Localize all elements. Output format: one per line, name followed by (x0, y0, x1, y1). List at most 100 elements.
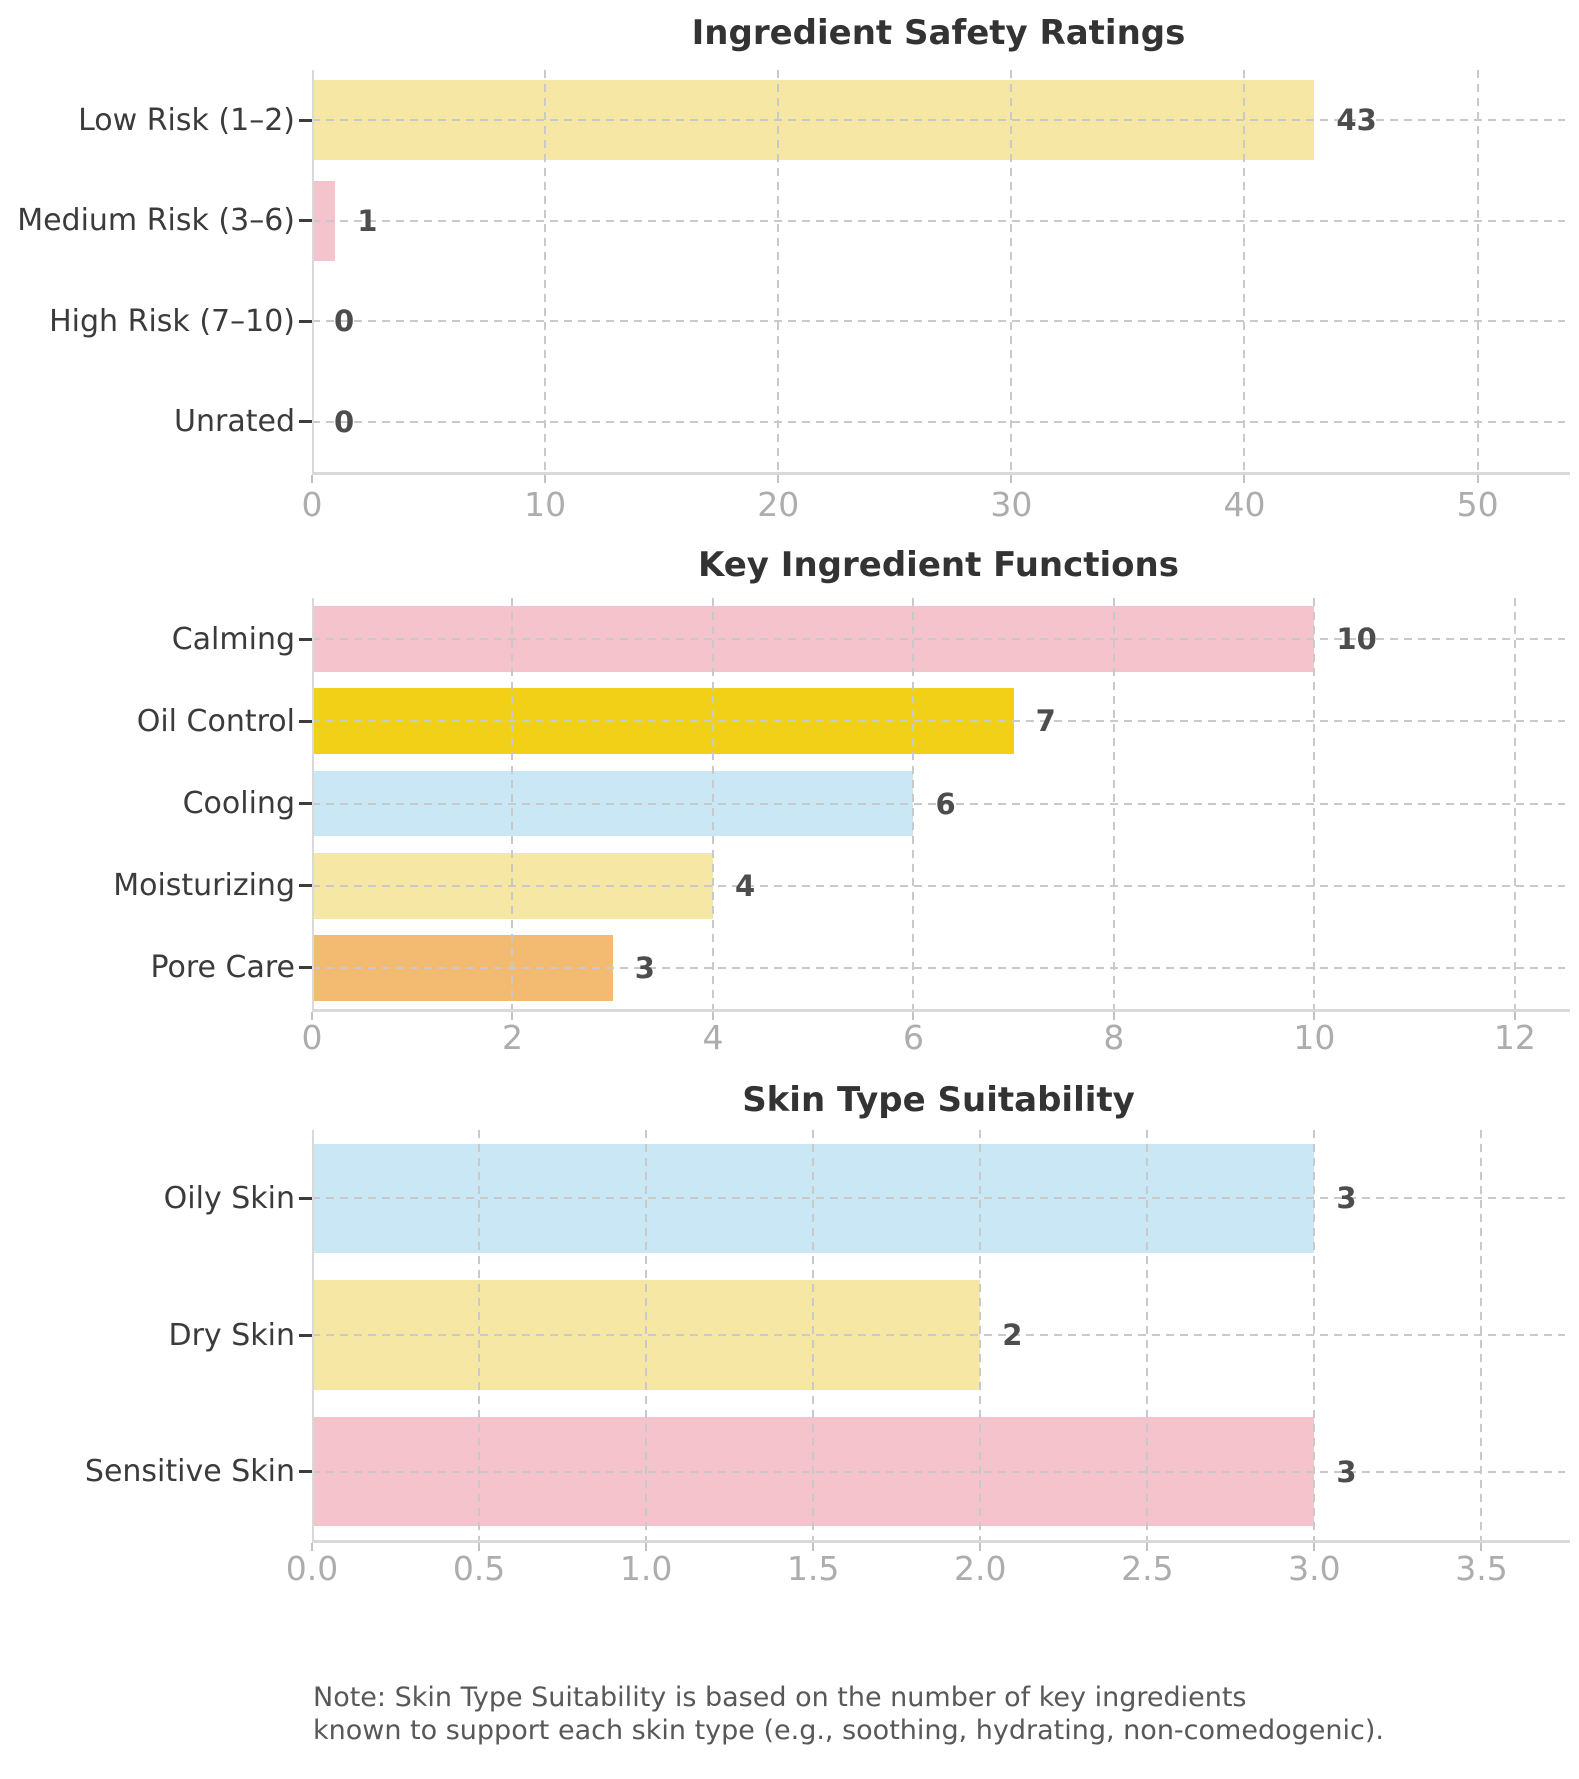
x-tick-label: 4 (702, 1018, 724, 1057)
x-tick-label: 0 (301, 1018, 323, 1057)
y-tick-mark (299, 118, 312, 122)
x-tick-mark (812, 1543, 815, 1551)
chart-title-safety-ratings: Ingredient Safety Ratings (691, 13, 1186, 53)
y-gridline (312, 420, 1565, 423)
x-tick-label: 8 (1103, 1018, 1125, 1057)
y-gridline (312, 1470, 1565, 1473)
x-axis-spine (312, 1009, 1570, 1012)
x-tick-mark (311, 1543, 313, 1551)
y-gridline (312, 1197, 1565, 1200)
x-tick-label: 10 (1293, 1018, 1336, 1057)
x-tick-mark (1480, 1543, 1483, 1551)
y-tick-mark (299, 319, 312, 323)
bar-value-label: 3 (1336, 1454, 1357, 1489)
chart-title-skin-type-suitability: Skin Type Suitability (742, 1080, 1135, 1120)
category-label: Oily Skin (163, 1180, 295, 1216)
category-label: Oil Control (136, 703, 295, 739)
y-gridline (312, 884, 1565, 887)
y-tick-mark (299, 966, 312, 970)
x-tick-mark (511, 1012, 514, 1020)
x-tick-mark (912, 1012, 915, 1020)
category-label: Dry Skin (168, 1317, 296, 1353)
category-label: Unrated (174, 404, 295, 440)
x-tick-label: 6 (902, 1018, 924, 1057)
x-tick-label: 2 (501, 1018, 523, 1057)
x-tick-mark (311, 475, 313, 483)
x-axis-spine (312, 1540, 1570, 1543)
x-tick-label: 0.5 (452, 1549, 506, 1588)
y-gridline (312, 219, 1565, 222)
y-gridline (312, 320, 1565, 323)
y-gridline (312, 638, 1565, 641)
y-axis-spine (312, 70, 314, 474)
bar-value-label: 3 (634, 950, 655, 985)
y-tick-mark (299, 637, 312, 641)
x-tick-label: 2.5 (1121, 1549, 1174, 1588)
x-gridline (1010, 70, 1013, 472)
x-tick-mark (311, 1012, 313, 1020)
y-axis-spine (312, 1130, 314, 1542)
y-tick-mark (299, 1470, 312, 1474)
x-tick-mark (645, 1543, 648, 1551)
footnote-line-2: known to support each skin type (e.g., s… (313, 1715, 1384, 1746)
y-gridline (312, 119, 1565, 122)
x-tick-mark (1313, 1012, 1316, 1020)
x-tick-label: 50 (1456, 485, 1499, 524)
y-tick-mark (299, 219, 312, 223)
chart-title-ingredient-functions: Key Ingredient Functions (698, 545, 1179, 585)
y-tick-mark (299, 802, 312, 805)
x-tick-label: 1.5 (786, 1549, 840, 1588)
x-tick-mark (711, 1012, 714, 1020)
bar-value-label: 7 (1035, 704, 1056, 739)
category-label: Moisturizing (113, 868, 295, 904)
bar-value-label: 6 (935, 786, 956, 821)
x-gridline (1243, 70, 1246, 472)
x-gridline (777, 70, 780, 472)
x-tick-label: 40 (1223, 485, 1266, 524)
category-label: Cooling (182, 786, 295, 821)
x-tick-mark (1112, 1012, 1115, 1020)
x-tick-mark (1146, 1543, 1149, 1551)
x-tick-mark (478, 1543, 481, 1551)
category-label: High Risk (7–10) (49, 303, 295, 339)
x-tick-mark (1010, 475, 1013, 483)
y-gridline (312, 966, 1565, 969)
x-gridline (1476, 70, 1479, 472)
bar-value-label: 3 (1336, 1181, 1357, 1216)
category-label: Sensitive Skin (84, 1454, 295, 1490)
category-label: Calming (171, 621, 295, 657)
y-axis-spine (312, 598, 314, 1011)
footnote-line-1: Note: Skin Type Suitability is based on … (313, 1682, 1247, 1713)
x-tick-label: 12 (1493, 1018, 1536, 1057)
x-tick-mark (1313, 1543, 1316, 1551)
x-tick-label: 2.0 (954, 1549, 1007, 1588)
bar-value-label: 4 (734, 868, 756, 903)
x-tick-label: 0 (301, 485, 323, 524)
category-label: Low Risk (1–2) (78, 102, 295, 138)
bar-value-label: 2 (1002, 1318, 1023, 1352)
y-tick-mark (299, 420, 312, 424)
bar-value-label: 43 (1336, 103, 1377, 138)
x-tick-label: 3.5 (1455, 1549, 1508, 1588)
x-tick-mark (979, 1543, 982, 1551)
y-tick-mark (299, 884, 312, 888)
bar-value-label: 0 (334, 404, 355, 439)
bar-value-label: 1 (357, 203, 378, 238)
x-tick-mark (1243, 475, 1246, 483)
x-tick-label: 20 (757, 485, 800, 524)
x-tick-label: 10 (524, 485, 567, 524)
x-tick-label: 1.0 (619, 1549, 673, 1588)
y-gridline (312, 802, 1565, 805)
x-tick-label: 0.0 (285, 1549, 339, 1588)
x-tick-label: 3.0 (1288, 1549, 1341, 1588)
category-label: Medium Risk (3–6) (17, 203, 295, 239)
x-tick-label: 30 (990, 485, 1033, 524)
y-tick-mark (299, 1333, 312, 1337)
bar-value-label: 10 (1336, 622, 1377, 657)
x-tick-mark (1513, 1012, 1516, 1020)
bar-value-label: 0 (334, 304, 355, 339)
y-gridline (312, 1334, 1565, 1336)
y-gridline (312, 720, 1565, 723)
category-label: Pore Care (150, 950, 295, 986)
